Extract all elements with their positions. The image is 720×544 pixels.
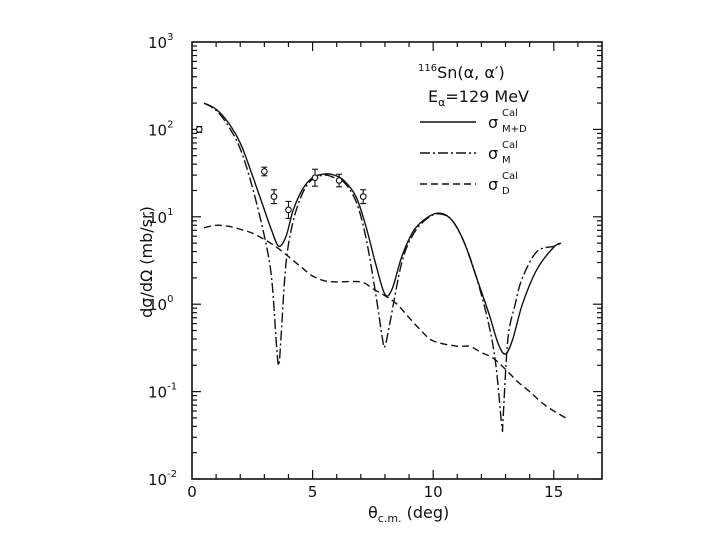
legend-label-d: σ <box>488 175 498 194</box>
legend-label-m: σ <box>488 144 498 163</box>
data-points <box>195 125 367 219</box>
x-tick-label: 5 <box>308 483 318 501</box>
curves <box>203 102 567 433</box>
title-mass: 116 <box>418 63 437 74</box>
data-point <box>285 206 292 214</box>
y-tick-base: 10 <box>148 471 167 489</box>
y-tick-exp: -2 <box>167 469 177 480</box>
data-point <box>335 177 343 184</box>
x-tick-labels: 0 5 10 15 <box>187 483 563 501</box>
data-point <box>311 174 319 182</box>
data-point <box>270 193 278 201</box>
y-axis-label: dσ/dΩ (mb/sr) <box>137 206 156 318</box>
legend-sigma-2: σ <box>488 144 498 163</box>
x-axis-theta: θ <box>368 503 378 522</box>
y-tick-base: 10 <box>148 121 167 139</box>
curve-dashed <box>203 224 567 419</box>
legend-sub-2: M <box>502 155 511 166</box>
y-tick-base: 10 <box>148 209 167 227</box>
legend: σ Cal M+D σ Cal M σ Cal D <box>420 108 527 197</box>
legend-sub-1: M+D <box>502 124 527 135</box>
legend-label-m-plus-d: σ <box>488 113 498 132</box>
title-energy: Eα=129 MeV <box>428 87 529 109</box>
x-tick-label: 0 <box>187 483 197 501</box>
legend-sigma-1: σ <box>488 113 498 132</box>
y-tick-exp: 1 <box>167 207 173 218</box>
y-tick-exp: -1 <box>167 382 177 393</box>
y-tick-label: 100 <box>148 294 173 314</box>
x-axis-unit: (deg) <box>402 503 450 522</box>
curve-dashdot <box>203 102 562 433</box>
y-tick-label: 102 <box>148 119 173 139</box>
plot-frame <box>191 41 603 480</box>
y-tick-exp: 2 <box>167 119 173 130</box>
y-tick-label: 103 <box>148 32 173 52</box>
y-tick-exp: 0 <box>167 294 173 305</box>
y-tick-base: 10 <box>148 34 167 52</box>
title-reaction: 116Sn(α, α′) <box>418 63 505 82</box>
legend-sub-3: D <box>502 186 510 197</box>
title-energy-value: =129 MeV <box>445 87 529 106</box>
title-energy-sub: α <box>438 96 445 109</box>
x-axis-sub: c.m. <box>378 512 402 525</box>
title-reaction-text: Sn(α, α′) <box>437 63 505 82</box>
y-tick-label: 101 <box>148 207 173 227</box>
y-tick-label: 10-2 <box>148 469 177 489</box>
legend-sigma-3: σ <box>488 175 498 194</box>
data-point <box>261 168 268 175</box>
y-tick-base: 10 <box>148 384 167 402</box>
data-point <box>359 193 367 201</box>
data-point <box>195 126 203 133</box>
x-tick-label: 15 <box>544 483 563 501</box>
y-tick-label: 10-1 <box>148 382 177 402</box>
legend-sup-1: Cal <box>502 108 518 119</box>
x-axis-label: θc.m. (deg) <box>368 503 449 525</box>
axis-ticks <box>192 42 602 480</box>
legend-sup-2: Cal <box>502 140 518 151</box>
title-energy-symbol: E <box>428 87 438 106</box>
x-tick-label: 10 <box>424 483 443 501</box>
y-tick-base: 10 <box>148 296 167 314</box>
curve-solid <box>203 102 562 355</box>
y-tick-exp: 3 <box>167 32 173 43</box>
legend-sup-3: Cal <box>502 171 518 182</box>
